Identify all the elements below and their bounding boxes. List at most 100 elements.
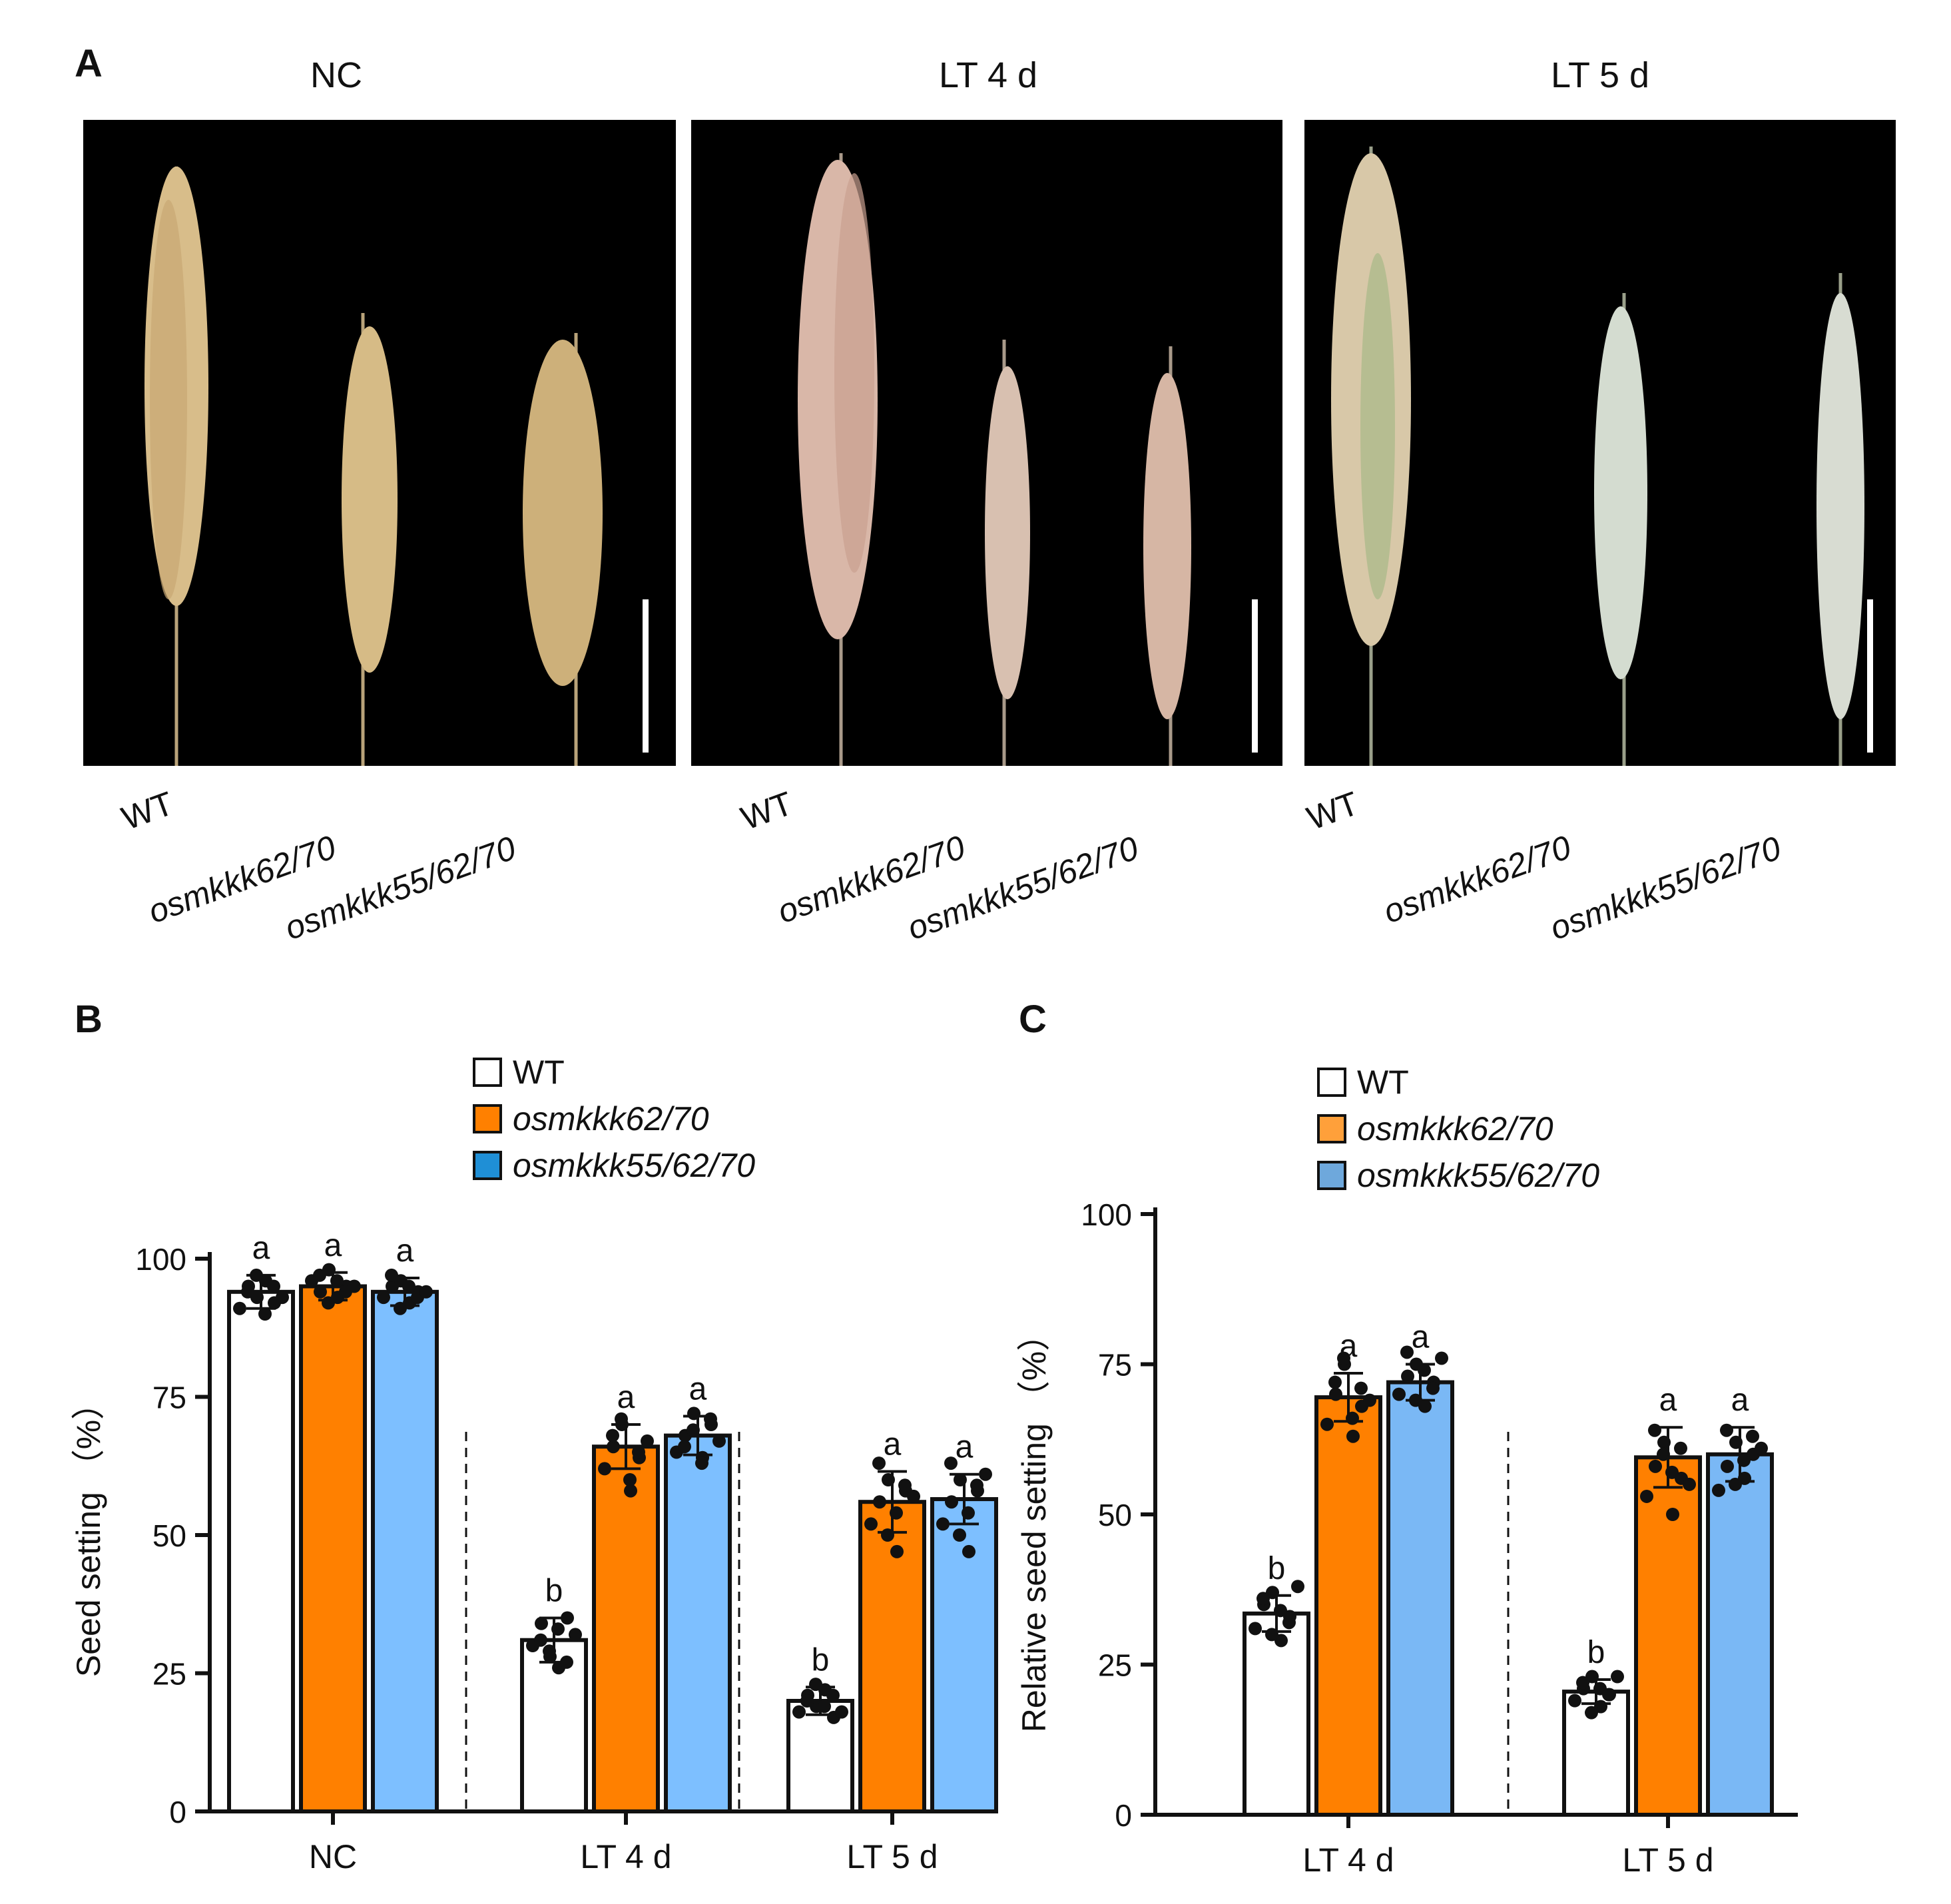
data-point (377, 1291, 390, 1305)
data-point (944, 1456, 958, 1470)
panicle-double (342, 313, 398, 766)
data-point (1265, 1628, 1278, 1642)
panel-a-title-lt4: LT 4 d (938, 55, 1038, 95)
scale-bar (643, 599, 649, 753)
data-point (712, 1434, 726, 1448)
data-point (1666, 1508, 1679, 1521)
data-point (979, 1467, 992, 1481)
bar (664, 1433, 732, 1814)
panicle-triple (1143, 346, 1191, 766)
data-point (598, 1462, 611, 1476)
y-axis-label: Seed setting （%） (70, 1387, 107, 1677)
legend-swatch-double (473, 1104, 502, 1133)
data-point (606, 1428, 619, 1442)
legend-swatch-wt (1317, 1068, 1346, 1097)
data-point (1291, 1580, 1304, 1594)
data-point (551, 1622, 565, 1636)
significance-letter: a (1731, 1383, 1749, 1418)
significance-letter: b (812, 1642, 830, 1678)
data-point (632, 1445, 645, 1459)
legend-label-double: osmkkk62/70 (1357, 1110, 1553, 1147)
data-point (890, 1506, 903, 1520)
data-point (1712, 1483, 1725, 1497)
data-point (641, 1434, 654, 1448)
y-axis-label: Relative seed setting （%） (1015, 1318, 1053, 1733)
data-point (898, 1478, 912, 1492)
bar (299, 1284, 367, 1813)
data-point (678, 1440, 691, 1454)
data-point (233, 1301, 246, 1315)
data-point (1256, 1592, 1270, 1606)
data-point (561, 1611, 574, 1625)
data-point (258, 1307, 272, 1321)
data-point (1346, 1429, 1360, 1443)
legend-b: WT osmkkk62/70 osmkkk55/62/70 (473, 1049, 755, 1189)
y-tick-label: 100 (135, 1242, 186, 1277)
significance-letter: a (1412, 1320, 1430, 1355)
legend-item-double: osmkkk62/70 (473, 1096, 755, 1142)
data-point (1640, 1489, 1653, 1503)
data-point (1720, 1423, 1733, 1437)
data-point (534, 1633, 547, 1647)
data-point (1320, 1417, 1334, 1431)
data-point (1611, 1670, 1624, 1684)
data-point (276, 1291, 289, 1305)
data-point (419, 1285, 433, 1299)
data-point (890, 1544, 904, 1558)
data-point (394, 1301, 407, 1315)
panicle-wt (1331, 147, 1411, 766)
legend-label-double: osmkkk62/70 (513, 1100, 709, 1137)
data-point (1755, 1441, 1768, 1455)
data-point (1585, 1706, 1598, 1720)
data-point (1657, 1447, 1670, 1461)
significance-letter: a (617, 1380, 635, 1415)
data-point (348, 1279, 361, 1293)
significance-letter: a (1659, 1383, 1677, 1418)
data-point (535, 1616, 548, 1630)
data-point (1665, 1465, 1679, 1479)
significance-letter: a (956, 1430, 974, 1465)
bar (1243, 1611, 1310, 1817)
significance-letter: a (396, 1233, 414, 1269)
data-point (687, 1423, 700, 1437)
x-tick-label: LT 5 d (846, 1838, 938, 1875)
data-point (330, 1274, 344, 1288)
data-point (1274, 1604, 1287, 1618)
bar (227, 1289, 295, 1814)
panicle-triple (523, 333, 603, 766)
data-point (569, 1628, 582, 1642)
legend-item-double: osmkkk62/70 (1317, 1106, 1599, 1152)
data-point (962, 1506, 975, 1520)
data-point (1282, 1616, 1296, 1630)
significance-letter: b (1268, 1551, 1286, 1586)
bar (930, 1497, 998, 1814)
data-point (1683, 1477, 1696, 1491)
data-point (322, 1296, 335, 1310)
data-point (1400, 1345, 1414, 1359)
bar (371, 1289, 439, 1814)
legend-swatch-triple (1317, 1161, 1346, 1190)
data-point (615, 1412, 628, 1426)
data-point (385, 1268, 398, 1282)
legend-swatch-wt (473, 1058, 502, 1087)
data-point (792, 1705, 806, 1719)
data-point (1746, 1429, 1759, 1443)
panel-c-letter: C (1019, 998, 1047, 1041)
legend-label-wt: WT (1357, 1064, 1409, 1101)
panicle-photo-nc (83, 120, 676, 766)
data-point (800, 1694, 814, 1708)
legend-label-triple: osmkkk55/62/70 (513, 1147, 756, 1184)
y-tick-label: 75 (1098, 1348, 1132, 1383)
data-point (1426, 1381, 1440, 1395)
data-point (1568, 1694, 1581, 1708)
bar (1706, 1452, 1774, 1817)
legend-item-triple: osmkkk55/62/70 (1317, 1152, 1599, 1199)
bar (1314, 1395, 1382, 1817)
data-point (624, 1484, 637, 1498)
data-point (687, 1407, 700, 1421)
data-point (241, 1285, 254, 1299)
data-point (818, 1700, 831, 1714)
data-point (872, 1456, 886, 1470)
data-point (1729, 1477, 1742, 1491)
data-point (695, 1456, 708, 1470)
